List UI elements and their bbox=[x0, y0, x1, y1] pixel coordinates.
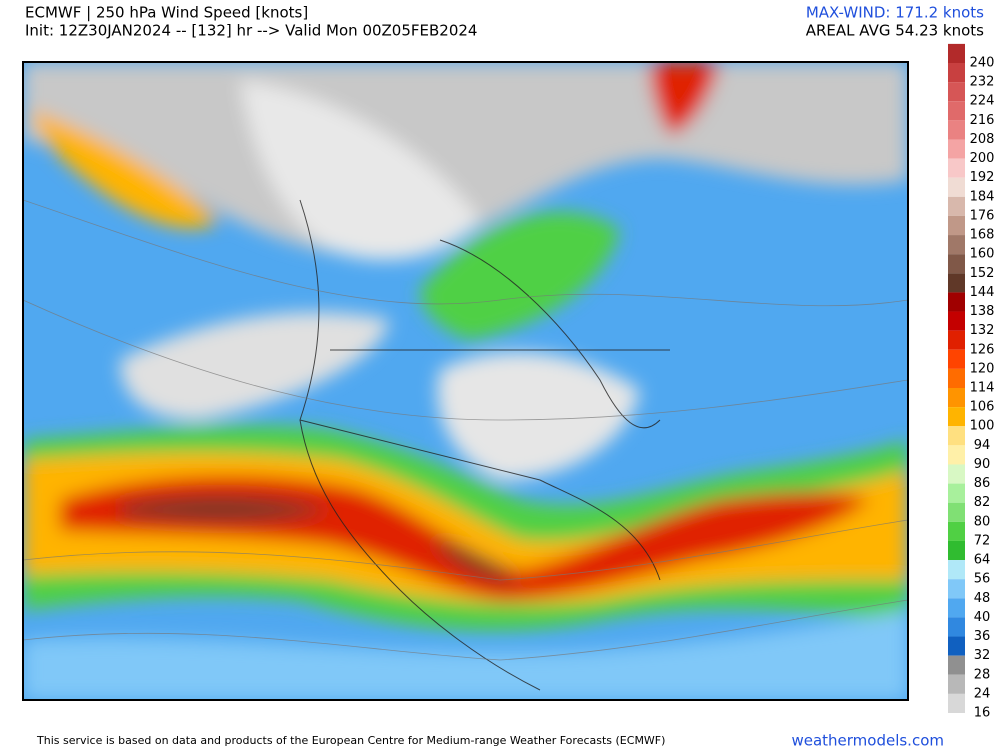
colorbar-swatch bbox=[948, 674, 965, 694]
colorbar-label: 36 bbox=[974, 629, 991, 644]
colorbar-label: 160 bbox=[970, 247, 995, 262]
colorbar-label: 80 bbox=[974, 514, 991, 529]
max-wind: MAX-WIND: 171.2 knots bbox=[806, 4, 984, 22]
colorbar-label: 144 bbox=[970, 285, 995, 300]
title: ECMWF | 250 hPa Wind Speed [knots] bbox=[25, 4, 308, 22]
map bbox=[23, 62, 908, 700]
colorbar-label: 24 bbox=[974, 686, 991, 701]
site-link[interactable]: weathermodels.com bbox=[791, 732, 944, 750]
colorbar-swatch bbox=[948, 521, 965, 541]
colorbar-swatch bbox=[948, 560, 965, 580]
colorbar-swatch bbox=[948, 368, 965, 388]
colorbar-swatch bbox=[948, 101, 965, 121]
init-line: Init: 12Z30JAN2024 -- [132] hr --> Valid… bbox=[25, 22, 477, 40]
colorbar-label: 86 bbox=[974, 476, 991, 491]
colorbar-swatch bbox=[948, 215, 965, 236]
colorbar-swatch bbox=[948, 598, 965, 618]
colorbar-label: 64 bbox=[974, 553, 991, 568]
colorbar-label: 240 bbox=[970, 56, 995, 71]
colorbar-label: 28 bbox=[974, 667, 991, 682]
colorbar-swatch bbox=[948, 445, 965, 465]
colorbar-label: 232 bbox=[970, 75, 995, 90]
colorbar-swatch bbox=[948, 196, 965, 216]
colorbar-swatch bbox=[948, 311, 965, 331]
attribution: This service is based on data and produc… bbox=[36, 734, 665, 747]
colorbar-label: 152 bbox=[970, 266, 995, 281]
areal-avg: AREAL AVG 54.23 knots bbox=[806, 22, 984, 40]
colorbar-label: 16 bbox=[974, 706, 991, 721]
colorbar-label: 114 bbox=[970, 381, 995, 396]
colorbar-label: 106 bbox=[970, 400, 995, 415]
colorbar-label: 126 bbox=[970, 342, 995, 357]
colorbar-swatch bbox=[948, 273, 965, 293]
colorbar: 240 232 224 216 208 200 192 184 176 168 160 152 144 1… bbox=[948, 43, 995, 721]
colorbar-swatch bbox=[948, 617, 965, 637]
colorbar-label: 192 bbox=[970, 170, 995, 185]
colorbar-label: 120 bbox=[970, 361, 995, 376]
colorbar-label: 132 bbox=[970, 323, 995, 338]
colorbar-label: 56 bbox=[974, 572, 991, 587]
colorbar-label: 216 bbox=[970, 113, 995, 128]
colorbar-label: 40 bbox=[974, 610, 991, 625]
colorbar-label: 94 bbox=[974, 438, 991, 453]
colorbar-swatch bbox=[948, 407, 965, 427]
colorbar-label: 208 bbox=[970, 132, 995, 147]
colorbar-swatch bbox=[948, 693, 965, 713]
colorbar-label: 168 bbox=[970, 228, 995, 243]
colorbar-swatch bbox=[948, 579, 965, 599]
colorbar-label: 184 bbox=[970, 189, 995, 204]
colorbar-swatch bbox=[948, 292, 965, 312]
colorbar-swatch bbox=[948, 254, 965, 274]
colorbar-swatch bbox=[948, 43, 965, 63]
colorbar-label: 176 bbox=[970, 208, 995, 223]
colorbar-swatch bbox=[948, 349, 965, 369]
colorbar-swatch bbox=[948, 483, 965, 503]
colorbar-swatch bbox=[948, 388, 965, 408]
colorbar-swatch bbox=[948, 330, 965, 350]
colorbar-swatch bbox=[948, 139, 965, 159]
colorbar-label: 32 bbox=[974, 648, 991, 663]
colorbar-label: 224 bbox=[970, 94, 995, 109]
colorbar-label: 200 bbox=[970, 151, 995, 166]
colorbar-swatch bbox=[948, 82, 965, 102]
colorbar-label: 48 bbox=[974, 591, 991, 606]
map-frame bbox=[22, 61, 909, 701]
colorbar-label: 138 bbox=[970, 304, 995, 319]
colorbar-swatch bbox=[948, 655, 965, 675]
colorbar-swatch bbox=[948, 235, 965, 255]
colorbar-label: 82 bbox=[974, 495, 991, 510]
colorbar-label: 100 bbox=[970, 419, 995, 434]
colorbar-swatch bbox=[948, 636, 965, 656]
colorbar-swatch bbox=[948, 464, 965, 484]
colorbar-swatch bbox=[948, 540, 965, 561]
colorbar-label: 72 bbox=[974, 533, 991, 548]
colorbar-swatch bbox=[948, 120, 965, 140]
colorbar-swatch bbox=[948, 426, 965, 446]
colorbar-swatch bbox=[948, 502, 965, 522]
colorbar-label: 90 bbox=[974, 457, 991, 472]
colorbar-swatch bbox=[948, 63, 965, 83]
colorbar-swatch bbox=[948, 158, 965, 178]
colorbar-swatch bbox=[948, 177, 965, 197]
